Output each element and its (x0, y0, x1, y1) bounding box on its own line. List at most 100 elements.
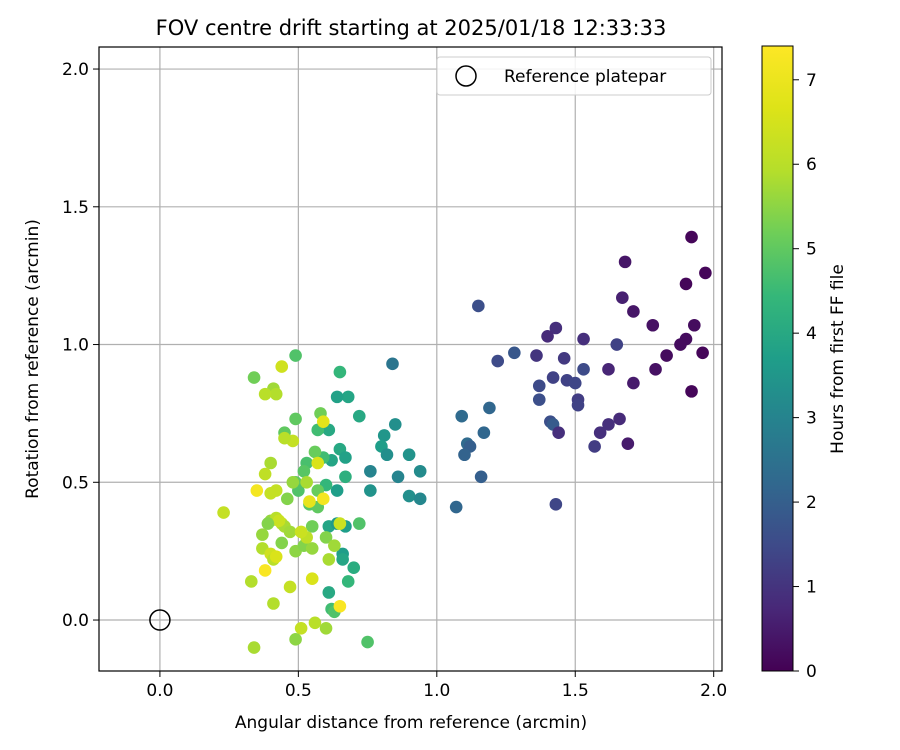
data-point (474, 470, 488, 484)
data-point (483, 401, 496, 415)
data-point (261, 517, 275, 530)
data-point (618, 255, 632, 269)
data-point (402, 489, 416, 503)
data-point (319, 621, 333, 635)
data-point (247, 371, 261, 384)
data-point (364, 484, 377, 497)
colorbar: 0 1 2 3 4 5 6 7 Hours from first FF file (761, 45, 848, 682)
data-point (297, 464, 311, 478)
x-tick-label: 1.0 (423, 681, 450, 701)
data-point (294, 621, 308, 635)
data-point (272, 514, 286, 528)
data-point (364, 464, 377, 478)
data-point (549, 321, 563, 335)
data-point (347, 561, 361, 574)
colorbar-tick-label: 3 (806, 409, 817, 429)
x-axis-label: Angular distance from reference (arcmin) (235, 713, 587, 733)
data-point (549, 498, 563, 511)
data-point (674, 338, 687, 351)
data-point (696, 346, 709, 360)
data-point (250, 484, 264, 497)
data-point (289, 349, 302, 362)
data-point (557, 352, 571, 365)
data-point (328, 539, 341, 552)
data-point (646, 318, 660, 332)
y-axis-label: Rotation from reference (arcmin) (23, 219, 43, 499)
data-point (322, 586, 336, 599)
data-point (685, 385, 698, 398)
data-point (339, 451, 352, 464)
data-point (602, 418, 615, 431)
data-point (685, 230, 698, 244)
data-point (333, 599, 347, 613)
data-point (593, 426, 607, 439)
data-point (305, 520, 319, 533)
data-point (330, 484, 344, 497)
data-point (588, 440, 601, 453)
chart-title: FOV centre drift starting at 2025/01/18 … (156, 16, 667, 40)
y-tick-label: 0.0 (62, 611, 89, 631)
legend-marker-reference (455, 65, 477, 87)
data-point (541, 329, 554, 343)
data-point (699, 266, 712, 280)
x-tick-label: 2.0 (700, 681, 727, 701)
data-point (264, 456, 277, 470)
data-point (455, 409, 469, 423)
data-point (316, 415, 330, 428)
y-tick-label: 2.0 (62, 60, 89, 80)
data-point (258, 387, 272, 401)
data-point (627, 305, 640, 318)
data-point (339, 470, 352, 484)
data-point (380, 448, 394, 462)
data-point (477, 426, 491, 439)
colorbar-tick-label: 2 (806, 493, 817, 513)
data-point (388, 418, 402, 431)
data-point (244, 575, 258, 588)
data-point (305, 542, 319, 555)
data-point (660, 349, 673, 362)
colorbar-ticks: 0 1 2 3 4 5 6 7 (793, 71, 817, 682)
data-point (289, 633, 302, 646)
data-point (316, 492, 330, 506)
data-point (305, 572, 319, 586)
y-tick-label: 1.0 (62, 336, 89, 356)
colorbar-tick-label: 4 (806, 324, 817, 344)
data-point (289, 412, 302, 426)
data-point (333, 517, 347, 530)
data-point (269, 387, 283, 401)
data-point (319, 531, 333, 544)
colorbar-tick-label: 5 (806, 240, 817, 260)
legend-label-reference: Reference platepar (504, 67, 666, 87)
data-point (283, 525, 297, 539)
data-point (341, 575, 355, 588)
data-point (377, 429, 391, 442)
data-point (627, 376, 640, 390)
legend-box (436, 56, 712, 96)
data-point (402, 448, 416, 462)
data-point (247, 641, 261, 654)
data-point (491, 354, 505, 368)
plot-frame (98, 46, 723, 672)
x-tick-label: 0.5 (285, 681, 312, 701)
data-point (577, 332, 590, 346)
colorbar-tick-label: 0 (806, 662, 817, 682)
x-tick-label: 1.5 (562, 681, 589, 701)
data-point (264, 487, 277, 500)
data-point (322, 553, 336, 566)
data-point (286, 475, 300, 489)
data-point (472, 299, 485, 313)
data-point (386, 357, 399, 371)
axis-ticks: 0.0 0.5 1.0 1.5 2.0 0.0 0.5 1.0 1.5 2.0 (62, 60, 727, 701)
data-point (508, 346, 521, 360)
data-point (552, 426, 565, 439)
y-tick-label: 0.5 (62, 473, 89, 493)
colorbar-tick-label: 6 (806, 155, 817, 175)
colorbar-label: Hours from first FF file (828, 264, 848, 454)
data-point (621, 437, 635, 451)
data-point (352, 517, 366, 530)
data-point (530, 349, 543, 362)
data-point (267, 597, 280, 610)
data-point (217, 506, 230, 519)
grid (99, 47, 722, 671)
data-point (283, 580, 297, 594)
